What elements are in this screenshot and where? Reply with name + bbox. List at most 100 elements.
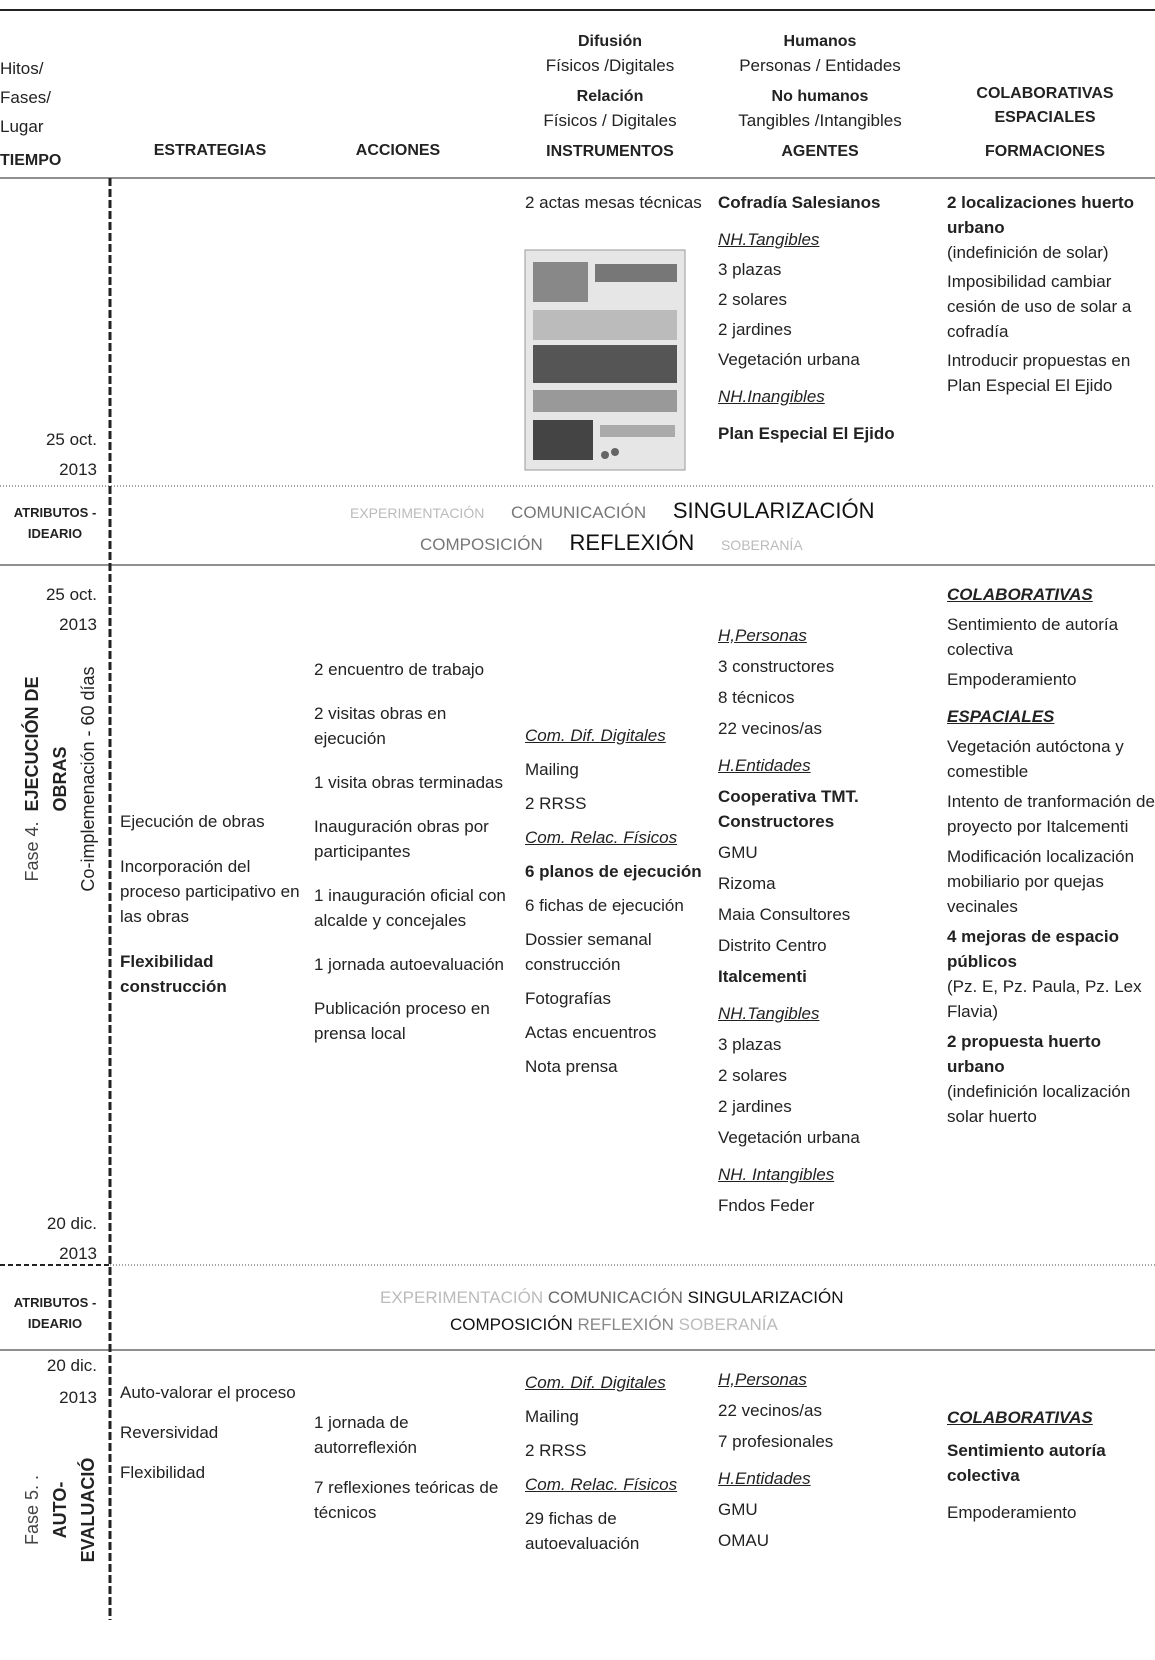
cell-line: Reversividad — [120, 1423, 219, 1442]
cell-line: 2013 — [59, 1244, 97, 1263]
phase-text: EJECUCIÓN DE — [22, 676, 42, 812]
header-text: Lugar — [0, 117, 44, 136]
cell-line: H,Personas — [718, 626, 807, 645]
attribute-word: COMPOSICIÓN — [420, 535, 543, 554]
cell-line: Mailing — [525, 760, 579, 779]
attributes-line: COMPOSICIÓN REFLEXIÓN SOBERANÍA — [420, 530, 803, 556]
instruments-cell: 2 actas mesas técnicas — [525, 190, 705, 215]
attribute-word: COMUNICACIÓN — [511, 503, 647, 522]
cell-line: COLABORATIVAS — [947, 585, 1093, 604]
cell-line: 6 planos de ejecución — [525, 862, 702, 881]
header-text: Difusión — [578, 33, 642, 50]
cell-line: Maia Consultores — [718, 905, 851, 924]
cell-line: 2 RRSS — [525, 794, 587, 813]
attribute-word: SOBERANÍA — [678, 1315, 778, 1334]
cell-line: 2 actas mesas técnicas — [525, 193, 702, 212]
attributes-line: EXPERIMENTACIÓN COMUNICACIÓN SINGULARIZA… — [380, 1288, 843, 1308]
cell-line: 2013 — [59, 460, 97, 479]
cell-line: 2 solares — [718, 1066, 787, 1085]
phase-text: AUTO- — [50, 1481, 70, 1539]
page: Hitos/ Fases/ Lugar TIEMPO ESTRATEGIAS A… — [0, 9, 1155, 1620]
agents-cell: H,Personas 3 constructores 8 técnicos 22 ve… — [718, 623, 943, 1218]
cell-line: 2 propuesta huerto urbano — [947, 1032, 1101, 1076]
cell-line: Com. Relac. Físicos — [525, 828, 678, 847]
cell-line: 4 mejoras de espacio públicos — [947, 927, 1119, 971]
attributes-label: ATRIBUTOS - IDEARIO — [0, 1292, 110, 1334]
cell-line: NH.Inangibles — [718, 387, 825, 406]
cell-line: Cooperativa TMT. Constructores — [718, 787, 859, 831]
cell-line: Auto-valorar el proceso — [120, 1383, 296, 1402]
cell-line: 1 visita obras terminadas — [314, 773, 503, 792]
cell-line: Dossier semanal construcción — [525, 930, 652, 974]
cell-line: Fotografías — [525, 989, 611, 1008]
cell-line: H.Entidades — [718, 756, 811, 775]
header-text: Hitos/ — [0, 59, 44, 78]
cell-line: Vegetación urbana — [718, 350, 860, 369]
cell-line: Empoderamiento — [947, 1503, 1077, 1522]
agents-cell: Cofradía Salesianos NH.Tangibles 3 plazas 2… — [718, 190, 943, 446]
cell-line: OMAU — [718, 1531, 769, 1550]
header-text: INSTRUMENTOS — [546, 143, 674, 160]
cell-line: 1 jornada autoevaluación — [314, 955, 504, 974]
time-label: 20 dic. 2013 — [0, 1211, 97, 1266]
cell-line: Plan Especial El Ejido — [718, 424, 895, 443]
cell-line: 7 profesionales — [718, 1432, 834, 1451]
cell-line: Sentimiento autoría colectiva — [947, 1441, 1106, 1485]
cell-line: 2013 — [59, 615, 97, 634]
attributes-line: COMPOSICIÓN REFLEXIÓN SOBERANÍA — [450, 1315, 778, 1335]
header-text: Físicos /Digitales — [545, 56, 675, 75]
cell-line: 20 dic. — [46, 1356, 97, 1375]
cell-line: 2 jardines — [718, 320, 792, 339]
cell-line: 22 vecinos/as — [718, 1401, 822, 1420]
cell-line: Actas encuentros — [525, 1023, 657, 1042]
attributes-label: ATRIBUTOS - IDEARIO — [0, 502, 110, 544]
attribute-word: COMUNICACIÓN — [547, 1288, 683, 1307]
header-text: ESTRATEGIAS — [153, 142, 267, 159]
grid-lines — [0, 9, 1155, 1620]
attribute-word: EXPERIMENTACIÓN — [350, 505, 485, 521]
cell-line: Com. Dif. Digitales — [525, 726, 666, 745]
attribute-word: REFLEXIÓN — [569, 530, 695, 555]
cell-line: Empoderamiento — [947, 670, 1077, 689]
cell-line: 3 plazas — [718, 1035, 782, 1054]
header-text: ACCIONES — [355, 142, 441, 159]
time-label: 25 oct. 2013 — [0, 427, 97, 482]
cell-line: 25 oct. — [45, 430, 97, 449]
cell-line: NH.Tangibles — [718, 1004, 820, 1023]
attribute-word: SINGULARIZACIÓN — [687, 1288, 844, 1307]
formations-cell: COLABORATIVAS Sentimiento de autoría cole… — [947, 582, 1155, 1129]
cell-line: 3 constructores — [718, 657, 835, 676]
cell-line: Mailing — [525, 1407, 579, 1426]
header-agents: Humanos Personas / Entidades No humanos … — [710, 30, 930, 164]
cell-line: 2 jardines — [718, 1097, 792, 1116]
header-time: Hitos/ Fases/ Lugar TIEMPO — [0, 57, 110, 173]
cell-line: Incorporación del proceso participativo … — [120, 857, 300, 926]
header-instruments: Difusión Físicos /Digitales Relación Fís… — [510, 30, 710, 164]
header-text: Relación — [576, 88, 644, 105]
cell-line: 29 fichas de autoevaluación — [525, 1509, 640, 1553]
cell-line: Publicación proceso en prensa local — [314, 999, 490, 1043]
cell-line: Rizoma — [718, 874, 776, 893]
header-text: TIEMPO — [0, 152, 62, 169]
header-text: FORMACIONES — [985, 143, 1105, 160]
cell-line: Italcementi — [718, 967, 807, 986]
cell-line: Flexibilidad — [120, 1463, 206, 1482]
cell-line: Sentimiento de autoría colectiva — [947, 615, 1119, 659]
attribute-word: SOBERANÍA — [720, 537, 803, 553]
cell-line: H.Entidades — [718, 1469, 811, 1488]
header-text: Humanos — [783, 33, 857, 50]
actions-cell: 1 jornada de autorreflexión 7 reflexiones… — [314, 1410, 514, 1525]
cell-line: 1 inauguración oficial con alcalde y con… — [314, 886, 506, 930]
time-label: 20 dic. 2013 — [0, 1352, 97, 1411]
cell-line: NH. Intangibles — [718, 1165, 835, 1184]
cell-line: IDEARIO — [27, 526, 83, 541]
strategies-cell: Auto-valorar el proceso Reversividad Flexi… — [120, 1380, 300, 1485]
cell-line: Modificación localización mobiliario por… — [947, 847, 1135, 916]
header-text: AGENTES — [781, 143, 859, 160]
instruments-cell: Com. Dif. Digitales Mailing 2 RRSS Com. Rel… — [525, 1370, 710, 1556]
cell-line: 7 reflexiones teóricas de técnicos — [314, 1478, 499, 1522]
phase-text: Fase 4. — [22, 821, 42, 882]
header-text: Personas / Entidades — [739, 56, 901, 75]
cell-line: Nota prensa — [525, 1057, 618, 1076]
cell-line: Cofradía Salesianos — [718, 193, 881, 212]
